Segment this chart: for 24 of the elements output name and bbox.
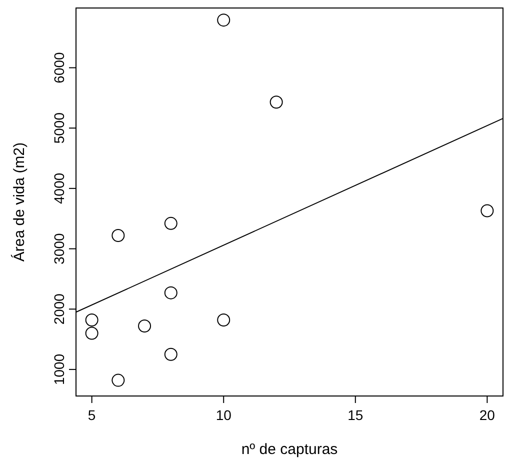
y-axis-title: Área de vida (m2)	[10, 142, 28, 262]
point	[270, 96, 283, 109]
x-tick-label: 20	[479, 407, 496, 423]
y-tick-label: 4000	[51, 172, 67, 204]
point	[217, 14, 230, 27]
point	[164, 216, 178, 230]
x-axis-title: nº de capturas	[241, 441, 338, 458]
point	[138, 320, 152, 333]
y-tick-label: 5000	[51, 112, 67, 144]
point	[480, 204, 494, 218]
x-tick-label: 15	[348, 407, 364, 423]
y-tick-label: 6000	[51, 52, 67, 84]
point	[164, 348, 178, 361]
point	[85, 326, 98, 340]
y-tick-label: 1000	[51, 354, 67, 386]
point	[112, 228, 125, 242]
x-tick-label: 10	[216, 407, 232, 423]
point	[217, 313, 230, 326]
x-tick-label: 5	[88, 407, 96, 423]
point	[85, 313, 98, 326]
y-tick-label: 3000	[51, 232, 67, 264]
y-tick-label: 2000	[51, 293, 67, 325]
point	[164, 286, 178, 300]
point	[112, 374, 125, 387]
